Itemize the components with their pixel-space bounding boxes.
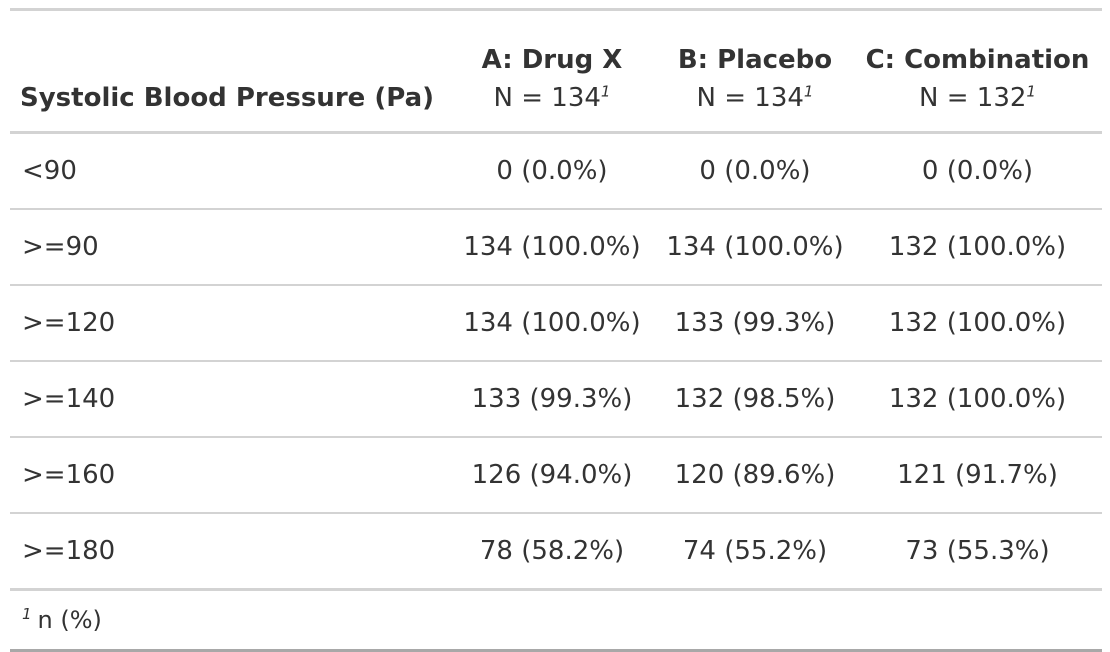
footnote-row: 1 n (%): [10, 589, 1102, 652]
table-cell: 134 (100.0%): [447, 285, 657, 362]
footnote-mark: 1: [600, 82, 611, 101]
table-cell: 132 (100.0%): [853, 285, 1102, 362]
column-n: N = 1321: [853, 79, 1102, 117]
table-row: >=90 134 (100.0%) 134 (100.0%) 132 (100.…: [10, 209, 1102, 286]
table-cell: 132 (100.0%): [853, 361, 1102, 438]
table-cell: 134 (100.0%): [657, 209, 853, 286]
table-cell: 133 (99.3%): [657, 285, 853, 362]
row-label: >=120: [10, 285, 447, 362]
table-row: >=120 134 (100.0%) 133 (99.3%) 132 (100.…: [10, 285, 1102, 362]
table-cell: 0 (0.0%): [853, 132, 1102, 210]
column-header-placebo: B: Placebo N = 1341: [657, 8, 853, 134]
table-row: <90 0 (0.0%) 0 (0.0%) 0 (0.0%): [10, 132, 1102, 210]
table-cell: 121 (91.7%): [853, 437, 1102, 514]
table-footnote: 1 n (%): [10, 589, 1102, 652]
stub-header: Systolic Blood Pressure (Pa): [10, 8, 447, 134]
table-row: >=180 78 (58.2%) 74 (55.2%) 73 (55.3%): [10, 513, 1102, 591]
column-n: N = 1341: [447, 79, 657, 117]
column-title: C: Combination: [865, 45, 1090, 75]
column-header-combination: C: Combination N = 1321: [853, 8, 1102, 134]
column-n-label: N = 132: [919, 83, 1027, 113]
column-title: B: Placebo: [677, 45, 833, 75]
footnote-text: n (%): [37, 606, 102, 634]
row-label: >=180: [10, 513, 447, 591]
column-title: A: Drug X: [481, 45, 623, 75]
column-header-drug-x: A: Drug X N = 1341: [447, 8, 657, 134]
table-cell: 0 (0.0%): [447, 132, 657, 210]
column-n: N = 1341: [657, 79, 853, 117]
row-label: >=160: [10, 437, 447, 514]
table-cell: 73 (55.3%): [853, 513, 1102, 591]
table-row: >=160 126 (94.0%) 120 (89.6%) 121 (91.7%…: [10, 437, 1102, 514]
column-n-label: N = 134: [696, 83, 804, 113]
footnote-mark: 1: [803, 82, 814, 101]
table-row: >=140 133 (99.3%) 132 (98.5%) 132 (100.0…: [10, 361, 1102, 438]
footnote-mark: 1: [22, 605, 32, 623]
column-n-label: N = 134: [493, 83, 601, 113]
table-cell: 132 (98.5%): [657, 361, 853, 438]
blood-pressure-summary-table: Systolic Blood Pressure (Pa) A: Drug X N…: [10, 8, 1102, 652]
table-cell: 126 (94.0%): [447, 437, 657, 514]
table-cell: 78 (58.2%): [447, 513, 657, 591]
row-label: >=90: [10, 209, 447, 286]
footnote-mark: 1: [1026, 82, 1036, 101]
row-label: >=140: [10, 361, 447, 438]
table-cell: 0 (0.0%): [657, 132, 853, 210]
table-cell: 74 (55.2%): [657, 513, 853, 591]
table-cell: 133 (99.3%): [447, 361, 657, 438]
summary-table-container: Systolic Blood Pressure (Pa) A: Drug X N…: [10, 8, 1102, 652]
row-label: <90: [10, 132, 447, 210]
table-cell: 132 (100.0%): [853, 209, 1102, 286]
table-header-row: Systolic Blood Pressure (Pa) A: Drug X N…: [10, 8, 1102, 134]
table-cell: 120 (89.6%): [657, 437, 853, 514]
table-cell: 134 (100.0%): [447, 209, 657, 286]
